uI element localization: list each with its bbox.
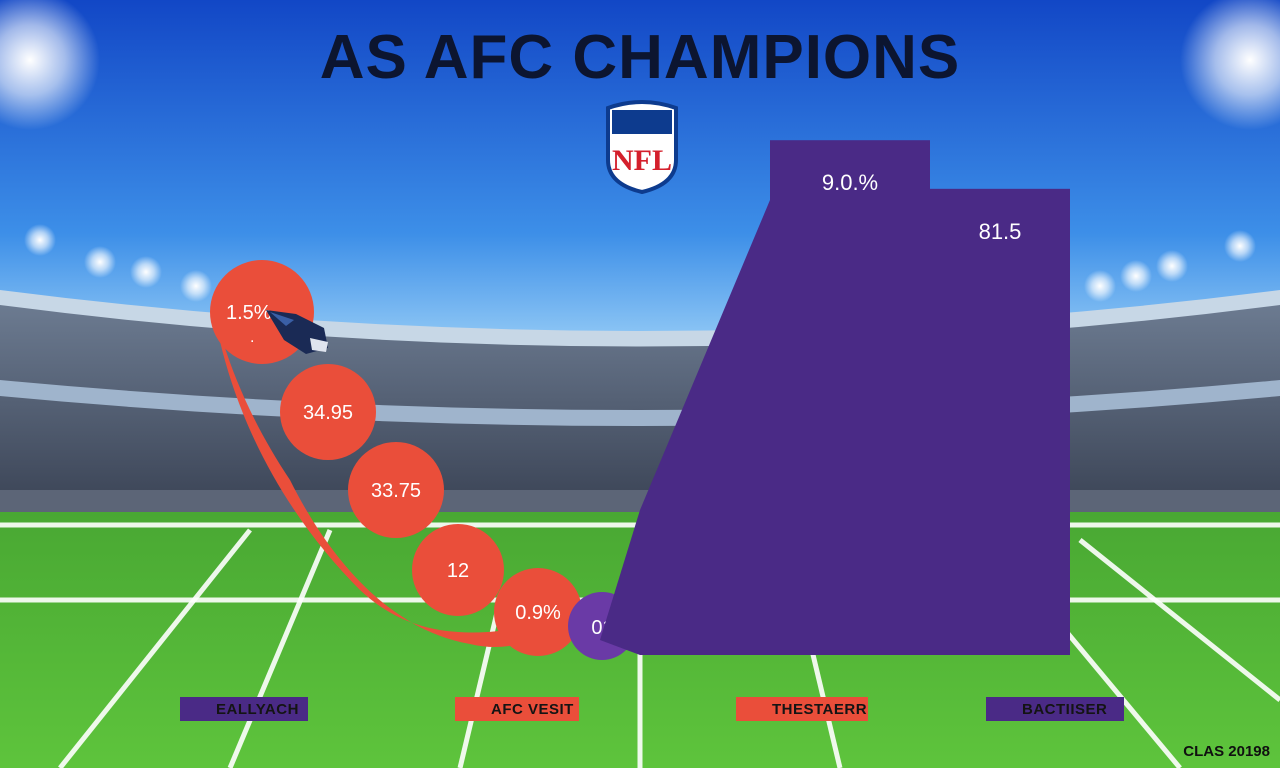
stadium-light-6 (1120, 260, 1152, 292)
legend-swatch (455, 697, 579, 721)
bar-rect (930, 188, 1070, 655)
legend-swatch (986, 697, 1124, 721)
bar-0: 9.0.% (770, 140, 930, 655)
nfl-logo-text: NFL (612, 144, 672, 177)
bubble-marker (494, 568, 582, 656)
footer-note: CLAS 20198 (1183, 743, 1270, 760)
bubble-label: 12 (447, 560, 469, 582)
bubble-point-1: 34.95 (280, 364, 376, 460)
legend-item: BACTIISER (986, 697, 1124, 721)
legend-item: EALLYACH (180, 697, 308, 721)
stadium-light-5 (1156, 250, 1188, 282)
stadium-light-7 (1084, 270, 1116, 302)
floodlight-left (0, 0, 100, 130)
stadium-light-2 (130, 256, 162, 288)
stadium-light-4 (1224, 230, 1256, 262)
legend-item: THESTAERR (736, 697, 868, 721)
bubble-marker-glyph: . (250, 329, 254, 346)
bubble-label: 33.75 (371, 480, 421, 502)
bubble-marker (412, 524, 504, 616)
legend-label: EALLYACH (216, 701, 299, 718)
bar-value-label: 81.5 (979, 219, 1022, 244)
purple-wedge (600, 200, 770, 655)
stands-wall (0, 490, 1280, 512)
bubble-label: 34.95 (303, 402, 353, 424)
legend-item: AFC VESIT (455, 697, 579, 721)
stadium-light-3 (180, 270, 212, 302)
bubble-point-3: 12 (412, 524, 504, 616)
field-line-v1 (227, 529, 333, 768)
stadium-light-1 (84, 246, 116, 278)
legend-swatch (180, 697, 308, 721)
chart-title: AS AFC CHAMPIONS (319, 23, 961, 92)
bubble-marker (280, 364, 376, 460)
field-line-v0 (58, 528, 252, 768)
nfl-logo: NFL (606, 100, 678, 195)
bubble-point-2: 33.75 (348, 442, 444, 538)
bar-value-label: 9.0.% (822, 170, 878, 195)
bubble-point-4: 0.9% (494, 568, 582, 656)
bubble-label: 1.5% (226, 302, 272, 324)
bar-series: 9.0.% 81.5 (770, 140, 1070, 655)
bar-1: 81.5 (930, 188, 1070, 655)
stadium-light-0 (24, 224, 56, 256)
legend-label: AFC VESIT (491, 701, 574, 718)
field-line-v6 (1078, 538, 1280, 702)
legend-label: THESTAERR (772, 701, 868, 718)
legend-label: BACTIISER (1022, 701, 1108, 718)
field-line-v2 (457, 599, 503, 768)
falcon-head-icon (266, 310, 328, 354)
bar-rect (770, 140, 930, 655)
legend-swatch (736, 697, 868, 721)
bubble-marker (348, 442, 444, 538)
floodlight-right (1180, 0, 1280, 130)
stadium-lights (24, 224, 1256, 302)
bubble-label: 0.9% (515, 602, 561, 624)
